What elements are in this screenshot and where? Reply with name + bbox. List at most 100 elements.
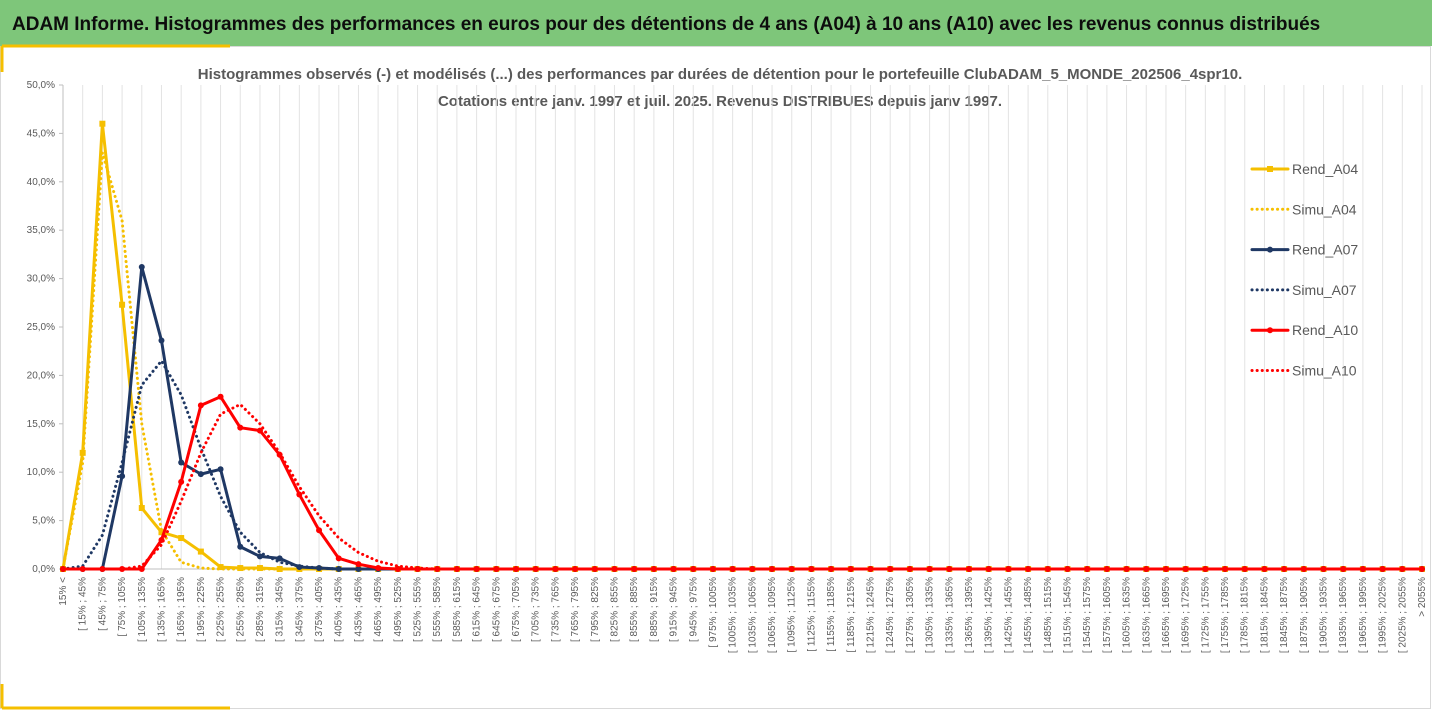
y-tick-label: 0,0% [32, 564, 55, 575]
marker [1202, 566, 1209, 572]
marker [178, 535, 185, 542]
legend-label: Simu_A07 [1292, 282, 1357, 298]
y-tick-label: 40,0% [27, 177, 55, 188]
marker [394, 566, 401, 572]
series-line [61, 122, 1424, 571]
x-tick-label: [ 15% ; 45% [78, 577, 89, 631]
marker [158, 529, 165, 536]
x-tick-label: [ 915% ; 945% [669, 577, 680, 642]
marker [926, 566, 933, 572]
marker [178, 459, 185, 466]
marker [276, 555, 283, 562]
y-tick-label: 45,0% [27, 128, 55, 139]
marker [650, 566, 657, 572]
y-tick-label: 20,0% [27, 370, 55, 381]
x-tick-label: [ 2025% ; 2055% [1397, 577, 1408, 653]
legend-marker [1267, 246, 1273, 253]
chart-title: Histogrammes observés (-) et modélisés (… [198, 66, 1243, 83]
series-line [61, 359, 1424, 571]
marker [237, 565, 244, 572]
marker [769, 566, 776, 572]
x-tick-label: [ 1125% ; 1155% [806, 577, 817, 652]
chart-subtitle: Cotations entre janv. 1997 et juil. 2025… [438, 93, 1002, 110]
legend-marker [1267, 166, 1273, 172]
x-tick-label: [ 1605% ; 1635% [1122, 577, 1133, 653]
x-tick-label: [ 885% ; 915% [649, 577, 660, 642]
marker [99, 120, 106, 127]
x-tick-label: [ 75% ; 105% [117, 577, 128, 637]
x-tick-label: > 2055% [1417, 577, 1428, 617]
x-tick-label: [ 315% ; 345% [275, 577, 286, 642]
x-tick-label: [ 765% ; 795% [570, 577, 581, 642]
series-line [61, 151, 1424, 571]
x-tick-label: [ 1365% ; 1395% [964, 577, 975, 653]
marker [1064, 566, 1071, 572]
marker [1340, 566, 1347, 572]
x-tick-label: [ 975% ; 1005% [708, 577, 719, 648]
y-tick-label: 5,0% [32, 516, 55, 527]
marker [1241, 566, 1248, 572]
y-tick-label: 50,0% [27, 80, 55, 91]
x-tick-label: [ 1665% ; 1695% [1161, 577, 1172, 653]
x-tick-label: [ 375% ; 405% [314, 577, 325, 642]
legend-label: Simu_A10 [1292, 363, 1357, 379]
x-tick-label: [ 105% ; 135% [137, 577, 148, 642]
x-tick-label: [ 705% ; 735% [531, 577, 542, 642]
marker [335, 555, 342, 562]
x-tick-label: [ 405% ; 435% [334, 577, 345, 642]
x-tick-label: [ 585% ; 615% [452, 577, 463, 642]
x-tick-label: [ 1035% ; 1065% [747, 577, 758, 653]
x-tick-label: [ 285% ; 315% [255, 577, 266, 642]
marker [197, 548, 204, 555]
marker [138, 505, 145, 512]
x-tick-label: [ 1095% ; 1125% [787, 577, 798, 653]
marker [1084, 566, 1091, 572]
marker [119, 473, 126, 480]
x-tick-label: [ 1635% ; 1665% [1141, 577, 1152, 653]
x-tick-label: [ 1755% ; 1785% [1220, 577, 1231, 653]
x-tick-label: [ 1395% ; 1425% [984, 577, 995, 653]
x-tick-label: [ 1215% ; 1245% [866, 577, 877, 653]
marker [493, 566, 500, 572]
marker [138, 263, 145, 270]
series-line [61, 395, 1424, 571]
series-line [61, 402, 1424, 571]
x-tick-label: [ 165% ; 195% [176, 577, 187, 642]
x-tick-label: [ 1545% ; 1575% [1082, 577, 1093, 653]
x-tick-label: [ 1815% ; 1845% [1259, 577, 1270, 653]
x-tick-label: [ 675% ; 705% [511, 577, 522, 642]
x-tick-label: [ 1155% ; 1185% [826, 577, 837, 652]
x-tick-label: [ 255% ; 285% [235, 577, 246, 642]
marker [158, 337, 165, 344]
x-tick-label: [ 1245% ; 1275% [885, 577, 896, 653]
legend-label: Rend_A07 [1292, 242, 1358, 258]
x-tick-label: [ 435% ; 465% [353, 577, 364, 642]
marker [316, 527, 323, 534]
marker [1222, 566, 1229, 572]
marker [197, 471, 204, 478]
chart-frame [0, 46, 1431, 709]
y-tick-label: 35,0% [27, 225, 55, 236]
x-tick-label: [ 945% ; 975% [688, 577, 699, 642]
x-tick-label: [ 1725% ; 1755% [1200, 577, 1211, 653]
x-tick-label: [ 1275% ; 1305% [905, 577, 916, 653]
x-tick-label: [ 195% ; 225% [196, 577, 207, 642]
series-line [61, 265, 1424, 571]
marker [946, 566, 953, 572]
x-tick-label: [ 1425% ; 1455% [1003, 577, 1014, 653]
x-tick-label: [ 1335% ; 1365% [944, 577, 955, 653]
legend-label: Simu_A04 [1292, 201, 1357, 217]
marker [355, 561, 362, 568]
marker [237, 543, 244, 550]
marker [217, 466, 224, 473]
marker [217, 393, 224, 400]
x-tick-label: [ 1005% ; 1035% [728, 577, 739, 653]
x-tick-label: [ 795% ; 825% [590, 577, 601, 642]
marker [1359, 566, 1366, 572]
marker [217, 564, 224, 571]
marker [375, 565, 382, 572]
marker [808, 566, 815, 572]
marker [237, 424, 244, 431]
marker [256, 553, 263, 560]
